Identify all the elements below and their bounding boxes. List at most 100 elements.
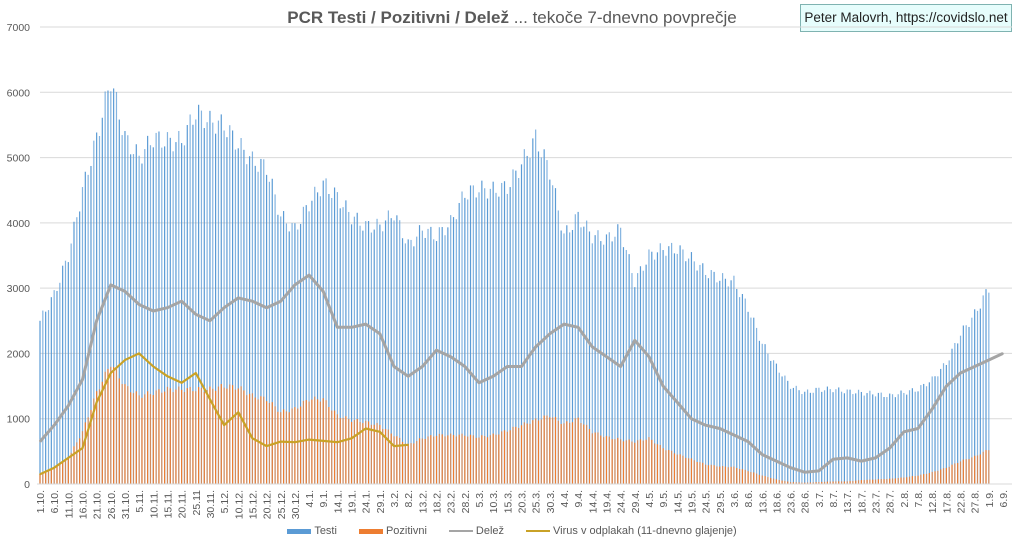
point-delez <box>421 365 424 368</box>
bar-testi <box>172 151 174 484</box>
bar-testi <box>945 364 947 484</box>
bar-testi <box>988 292 990 484</box>
bar-testi <box>308 211 310 484</box>
x-tick-label: 30.11. <box>205 490 217 518</box>
bar-pozitivni <box>319 401 322 484</box>
bar-testi <box>271 178 273 484</box>
bar-pozitivni <box>308 401 310 484</box>
bar-testi <box>50 297 52 484</box>
bar-testi <box>263 159 265 485</box>
bar-testi <box>461 191 463 484</box>
bar-pozitivni <box>53 467 55 484</box>
bar-pozitivni <box>872 479 874 484</box>
bar-testi <box>161 147 163 484</box>
x-tick-label: 15.12. <box>247 490 259 519</box>
bar-pozitivni <box>212 388 214 484</box>
bar-testi <box>353 216 355 484</box>
bar-pozitivni <box>792 482 795 484</box>
bar-pozitivni <box>294 407 296 484</box>
bar-testi <box>586 220 588 484</box>
bar-pozitivni <box>362 423 364 484</box>
bar-testi <box>668 246 670 484</box>
bar-pozitivni <box>118 378 120 484</box>
x-tick-label: 3.7. <box>814 490 826 508</box>
x-tick-label: 27.8. <box>970 490 982 513</box>
bar-testi <box>775 363 778 484</box>
point-virus <box>81 447 84 449</box>
bar-pozitivni <box>651 439 653 484</box>
bar-testi <box>877 392 879 484</box>
point-delez <box>818 470 820 472</box>
bar-testi <box>444 235 446 484</box>
x-tick-label: 5.11. <box>134 490 146 513</box>
x-tick-label: 23.2. <box>446 490 458 513</box>
point-virus <box>336 441 339 444</box>
bar-testi <box>93 140 95 484</box>
bar-testi <box>549 179 551 484</box>
bar-pozitivni <box>42 472 44 484</box>
bar-pozitivni <box>370 424 372 484</box>
bar-pozitivni <box>50 468 52 484</box>
bar-pozitivni <box>976 455 979 484</box>
bar-testi <box>175 142 177 484</box>
point-delez <box>676 401 679 404</box>
bar-pozitivni <box>489 435 491 484</box>
bar-pozitivni <box>835 481 837 484</box>
point-delez <box>888 447 891 449</box>
bar-pozitivni <box>84 422 86 484</box>
bar-testi <box>954 342 956 484</box>
x-tick-label: 18.2. <box>432 490 444 513</box>
x-tick-label: 29.4. <box>630 490 642 513</box>
bar-testi <box>583 226 585 484</box>
bar-testi <box>342 207 344 484</box>
point-delez <box>53 424 55 427</box>
bar-testi <box>314 186 316 484</box>
bar-testi <box>220 114 222 484</box>
bar-pozitivni <box>659 444 661 484</box>
bar-pozitivni <box>379 424 381 484</box>
x-tick-label: 21.10. <box>92 490 104 519</box>
bar-pozitivni <box>234 389 237 484</box>
x-tick-label: 13.6. <box>757 490 769 513</box>
bar-testi <box>617 224 619 484</box>
x-tick-label: 28.6. <box>800 490 812 513</box>
bar-testi <box>787 380 789 484</box>
bar-pozitivni <box>138 395 140 484</box>
x-tick-label: 1.10. <box>35 490 47 513</box>
bar-testi <box>577 211 579 484</box>
y-tick-label: 6000 <box>7 87 31 99</box>
bar-testi <box>911 388 913 484</box>
bar-pozitivni <box>452 435 455 484</box>
point-delez <box>605 355 608 358</box>
bar-pozitivni <box>634 442 636 484</box>
bar-testi <box>784 375 786 484</box>
point-delez <box>718 427 721 430</box>
point-virus <box>95 401 98 404</box>
point-delez <box>761 453 764 456</box>
bar-testi <box>316 192 319 484</box>
bar-pozitivni <box>115 369 118 484</box>
bar-pozitivni <box>764 476 766 484</box>
bar-pozitivni <box>410 443 412 484</box>
bar-pozitivni <box>458 434 460 484</box>
bar-testi <box>843 393 845 484</box>
point-delez <box>251 300 254 303</box>
bar-pozitivni <box>529 423 531 484</box>
bar-pozitivni <box>583 424 585 484</box>
bar-testi <box>81 187 84 485</box>
bar-testi <box>815 387 817 484</box>
bar-pozitivni <box>396 436 398 484</box>
bar-testi <box>390 218 392 484</box>
bar-testi <box>200 110 203 484</box>
bar-testi <box>863 395 865 484</box>
x-tick-label: 28.7. <box>885 490 897 513</box>
bar-pozitivni <box>161 392 163 484</box>
point-virus <box>393 445 395 447</box>
point-delez <box>945 385 948 387</box>
bar-pozitivni <box>696 461 698 484</box>
bar-testi <box>396 215 398 485</box>
bar-testi <box>458 202 460 484</box>
bar-pozitivni <box>727 467 729 484</box>
bar-pozitivni <box>124 384 126 484</box>
